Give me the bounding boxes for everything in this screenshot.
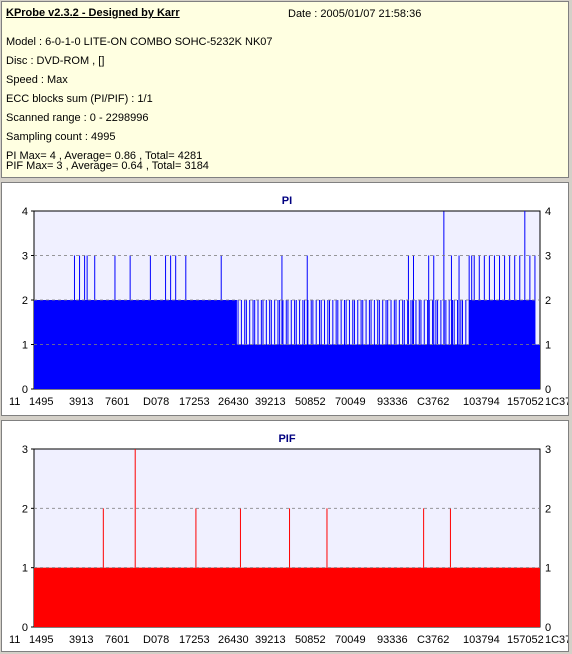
pi-ytick-right-1: 1 (545, 340, 551, 352)
pif-ytick-left-3: 3 (22, 444, 28, 456)
pif-xtick-14: 1C3791 (545, 634, 568, 646)
pif-xtick-3: 7601 (105, 634, 129, 646)
info-line-disc: Disc : DVD-ROM , [] (6, 55, 105, 67)
pif-xtick-1: 1495 (29, 634, 53, 646)
pi-ytick-left-4: 4 (22, 206, 28, 218)
pif-xtick-2: 3913 (69, 634, 93, 646)
pif-ytick-left-2: 2 (22, 503, 28, 515)
info-line-model: Model : 6-0-1-0 LITE-ON COMBO SOHC-5232K… (6, 36, 273, 48)
pif-xtick-7: 39213 (255, 634, 286, 646)
pif-xtick-10: 93336 (377, 634, 408, 646)
pif-ytick-right-2: 2 (545, 503, 551, 515)
pif-ytick-left-0: 0 (22, 622, 28, 634)
pi-xtick-4: D078 (143, 396, 169, 408)
pi-ytick-right-4: 4 (545, 206, 551, 218)
pif-chart-title: PIF (278, 433, 295, 445)
pif-ytick-right-1: 1 (545, 563, 551, 575)
pif-xtick-8: 50852 (295, 634, 326, 646)
pif-xtick-5: 17253 (179, 634, 210, 646)
pif-xtick-6: 26430 (218, 634, 249, 646)
info-line-pi: PI Max= 4 , Average= 0.86 , Total= 4281 (6, 150, 203, 162)
pif-baseline-fill (34, 567, 540, 627)
pif-ytick-right-3: 3 (545, 444, 551, 456)
pi-xtick-10: 93336 (377, 396, 408, 408)
info-line-pif: PIF Max= 3 , Average= 0.64 , Total= 3184 (6, 160, 209, 172)
pi-xtick-14: 1C3791 (545, 396, 568, 408)
pif-xtick-11: C3762 (417, 634, 449, 646)
pi-chart-panel: PI 0 0 1 1 2 2 3 3 4 4 11 1495 3913 7601 D078 17253 26430… (1, 182, 569, 416)
pi-xtick-7: 39213 (255, 396, 286, 408)
pif-xtick-12: 103794 (463, 634, 500, 646)
pi-xtick-3: 7601 (105, 396, 129, 408)
scan-date: Date : 2005/01/07 21:58:36 (288, 8, 422, 20)
pi-xtick-2: 3913 (69, 396, 93, 408)
info-panel: KProbe v2.3.2 - Designed by Karr Date : … (1, 1, 569, 178)
pif-xtick-13: 157052 (507, 634, 544, 646)
pi-ytick-left-3: 3 (22, 251, 28, 263)
pi-xtick-8: 50852 (295, 396, 326, 408)
pi-ytick-right-0: 0 (545, 384, 551, 396)
pi-chart-title: PI (282, 195, 292, 207)
info-line-ecc: ECC blocks sum (PI/PIF) : 1/1 (6, 93, 153, 105)
pi-ytick-left-0: 0 (22, 384, 28, 396)
info-line-range: Scanned range : 0 - 2298996 (6, 112, 149, 124)
pi-xtick-13: 157052 (507, 396, 544, 408)
pi-dense-block-1 (469, 300, 535, 345)
pi-ytick-left-1: 1 (22, 340, 28, 352)
pi-xtick-0: 11 (9, 396, 20, 408)
pi-ytick-right-3: 3 (545, 251, 551, 263)
info-line-speed: Speed : Max (6, 74, 68, 86)
pi-xtick-1: 1495 (29, 396, 53, 408)
pi-dense-block-0 (34, 300, 237, 345)
pi-xtick-9: 70049 (335, 396, 366, 408)
pi-xtick-5: 17253 (179, 396, 210, 408)
info-line-sampling: Sampling count : 4995 (6, 131, 116, 143)
pif-ytick-right-0: 0 (545, 622, 551, 634)
app-title: KProbe v2.3.2 - Designed by Karr (6, 7, 180, 19)
pi-chart: PI0 01 12 23 34 411 1495 3913 7601 D078 17253 26430… (9, 195, 568, 408)
pif-xtick-0: 11 (9, 634, 20, 646)
pi-xtick-11: C3762 (417, 396, 449, 408)
pif-chart-panel: PIF 0 0 1 1 2 2 3 3 11 1495 3913 7601 D078 17253 26430 3… (1, 420, 569, 652)
pi-xtick-12: 103794 (463, 396, 500, 408)
pif-xtick-9: 70049 (335, 634, 366, 646)
pi-ytick-right-2: 2 (545, 295, 551, 307)
pif-ytick-left-1: 1 (22, 563, 28, 575)
pif-xtick-4: D078 (143, 634, 169, 646)
pi-ytick-left-2: 2 (22, 295, 28, 307)
pi-xtick-6: 26430 (218, 396, 249, 408)
pi-baseline-fill (34, 344, 540, 389)
